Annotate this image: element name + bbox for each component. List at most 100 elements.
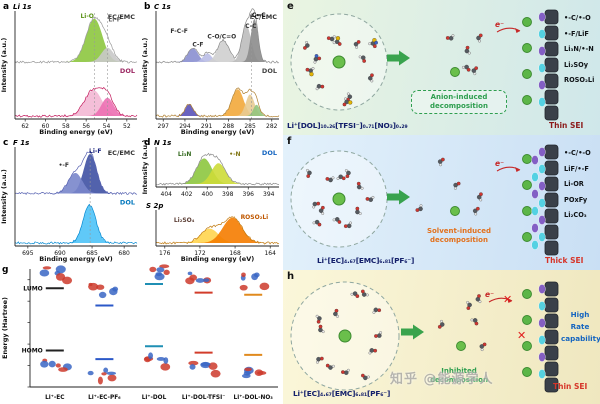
svg-text:398: 398 [222,191,234,198]
svg-text:52: 52 [123,123,131,130]
svg-text:C=C: C=C [252,12,266,19]
decomposition-label-line2: decomposition [430,101,488,110]
sei-thickness-label: Thick SEI [545,256,584,265]
sei-product: Li₂SOy [564,60,589,69]
svg-text:54: 54 [103,123,111,130]
svg-text:Li-O: Li-O [80,13,93,20]
svg-text:d: d [144,138,150,148]
svg-text:695: 695 [22,250,34,257]
sei-product-list: •-C/•-O LiF/•-F Li-OR POxFy Li₂CO₃ [564,149,591,219]
svg-text:Intensity (a.u.): Intensity (a.u.) [141,140,149,195]
svg-text:C-O/C=O: C-O/C=O [207,34,236,41]
svg-text:EC/EMC: EC/EMC [108,13,135,21]
svg-text:58: 58 [62,123,70,130]
svg-text:Li-F: Li-F [89,148,101,155]
svg-text:DOL: DOL [120,199,135,207]
svg-text:394: 394 [263,191,275,198]
svg-text:F 1s: F 1s [13,139,29,147]
panel-b-c1s-xps: EC/EMC F-C-F C-F C-O/C=O C-C C=C DOL 297 294 291 2… [141,0,283,136]
svg-text:396: 396 [243,191,255,198]
svg-text:285: 285 [244,123,256,130]
svg-text:Li-F: Li-F [108,16,120,23]
svg-text:291: 291 [201,123,213,130]
svg-text:Binding energy (eV): Binding energy (eV) [39,255,112,263]
xps-plot-d1: DOL Li₃N •-N 404 402 400 398 396 394 Intensity (a… [141,138,279,198]
svg-text:Intensity (a.u.): Intensity (a.u.) [0,38,8,93]
svg-text:Li₃N: Li₃N [178,151,192,158]
panel-h-high-rate-scheme: h Inhibited decomposition e⁻ ✕ ✕ Li⁺[EC]… [283,270,600,404]
decomposition-label: Anion-induced decomposition [411,90,507,114]
svg-text:Binding energy (eV): Binding energy (eV) [181,128,254,136]
svg-text:HOMO: HOMO [22,348,43,355]
xps-plot-a: EC/EMC Li-O Li-F DOL 62 60 58 56 54 52 Binding ene… [0,2,138,136]
svg-text:ROSO₂Li: ROSO₂Li [241,214,269,221]
svg-text:288: 288 [223,123,235,130]
panel-e-anion-decomposition-scheme: e Anion-induced decomposition e⁻ Li⁺[DOL… [283,0,600,135]
svg-text:Intensity (a.u.): Intensity (a.u.) [0,169,8,224]
rate-capability-line: High [570,310,590,319]
solvation-formula: Li⁺[EC]₄.₆₇[EMC]₆.₈₁[PF₆⁻] [293,389,391,398]
sei-product: •-F/LiF [564,29,589,38]
svg-text:Li⁺-EC: Li⁺-EC [45,394,64,401]
electron-label: e⁻ [495,159,505,168]
svg-text:EC/EMC: EC/EMC [250,13,277,21]
sei-product: •-C/•-O [564,149,591,157]
svg-text:Li 1s: Li 1s [13,3,31,11]
sei-product: LiF/•-F [564,164,589,173]
panel-letter-e: e [287,1,294,12]
cross-icon: ✕ [517,329,527,342]
orbital-energy-diagram: Li⁺-EC Li⁺-EC-PF₆ Li⁺-DOL Li⁺-DOL-TFSI⁻ Li⁺-… [1,264,278,401]
svg-text:•-F: •-F [59,162,69,169]
decomposition-label-line2: decomposition [430,375,488,384]
panel-f-solvent-decomposition-scheme: f Solvent-induced decomposition e⁻ Li⁺[E… [283,135,600,270]
rate-capability-label: High Rate capability [561,310,600,343]
svg-text:C-F: C-F [192,42,203,49]
electron-label: e⁻ [485,290,495,299]
svg-text:Li⁺-DOL: Li⁺-DOL [142,394,167,401]
svg-text:DOL: DOL [262,149,277,157]
panel-letter-f: f [287,136,292,147]
svg-text:S 2p: S 2p [146,202,163,210]
svg-text:164: 164 [264,250,276,257]
svg-text:400: 400 [202,191,214,198]
svg-text:680: 680 [118,250,130,257]
xps-plot-b: EC/EMC F-C-F C-F C-O/C=O C-C C=C DOL 297 294 291 2… [141,2,280,136]
svg-text:Binding energy (eV): Binding energy (eV) [181,255,254,263]
svg-text:Li₂SO₄: Li₂SO₄ [174,217,195,224]
svg-text:Energy (Hartree): Energy (Hartree) [1,297,9,359]
svg-text:294: 294 [179,123,191,130]
decomposition-label: Solvent-induced decomposition [409,227,509,245]
svg-text:172: 172 [194,250,206,257]
svg-text:N 1s: N 1s [154,139,171,147]
rate-capability-line: capability [561,334,600,343]
svg-text:b: b [144,2,151,12]
svg-text:402: 402 [181,191,193,198]
svg-text:404: 404 [161,191,173,198]
sei-product-list: •-C/•-O •-F/LiF Li₃N/•-N Li₂SOy ROSO₂Li [564,14,594,84]
sei-product: ROSO₂Li [564,76,595,84]
sei-product: •-C/•-O [564,14,591,22]
solvation-decomposition-art [290,144,559,256]
svg-text:62: 62 [21,123,29,130]
svg-text:DOL: DOL [262,67,277,75]
svg-text:LUMO: LUMO [23,285,43,292]
svg-text:g: g [2,265,8,275]
svg-text:C-C: C-C [245,23,257,30]
svg-text:•-N: •-N [229,151,240,158]
svg-text:Li⁺-DOL-NO₃: Li⁺-DOL-NO₃ [234,394,274,401]
svg-text:a: a [3,2,9,12]
svg-text:c: c [3,138,8,148]
sei-product: POxFy [564,195,588,204]
sei-thickness-label: Thin SEI [553,382,588,391]
svg-text:Li⁺-EC-PF₆: Li⁺-EC-PF₆ [88,394,121,401]
panel-c-f1s-xps: EC/EMC Li-F •-F DOL 695 690 685 680 Binding ener… [0,136,141,263]
rate-capability-line: Rate [570,322,590,331]
solvation-decomposition-art [290,281,559,393]
xps-plot-c: EC/EMC Li-F •-F DOL 695 690 685 680 Binding ener… [0,138,138,263]
decomposition-label: Inhibited decomposition [409,367,509,385]
svg-text:685: 685 [86,250,98,257]
panel-d-n1s-xps: DOL Li₃N •-N 404 402 400 398 396 394 Intensity (a… [141,136,283,199]
svg-text:56: 56 [82,123,90,130]
sei-thickness-label: Thin SEI [549,121,584,130]
